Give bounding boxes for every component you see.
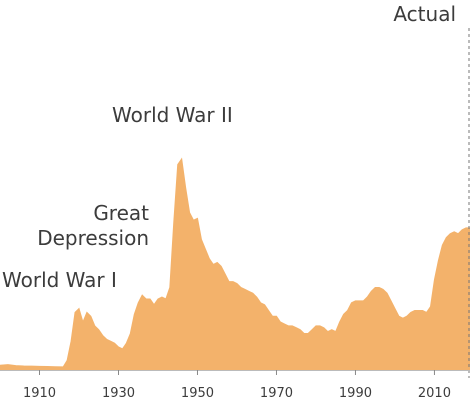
world-war-i-annotation: World War I xyxy=(2,268,117,292)
debt-area xyxy=(0,157,470,371)
great-depression-2-annotation: Depression xyxy=(37,226,149,250)
x-axis: 1910 1930 1950 1970 1990 2010 xyxy=(0,370,470,401)
x-tick-label: 1910 xyxy=(23,386,56,401)
x-tick-label: 1990 xyxy=(339,386,372,401)
area-layer xyxy=(0,157,470,371)
x-tick-label: 1930 xyxy=(102,386,135,401)
x-tick-label: 2010 xyxy=(418,386,451,401)
world-war-ii-annotation: World War II xyxy=(112,103,233,127)
great-depression-1-annotation: Great xyxy=(93,201,149,225)
x-tick-label: 1950 xyxy=(181,386,214,401)
x-tick-label: 1970 xyxy=(260,386,293,401)
actual-annotation: Actual xyxy=(393,2,456,26)
